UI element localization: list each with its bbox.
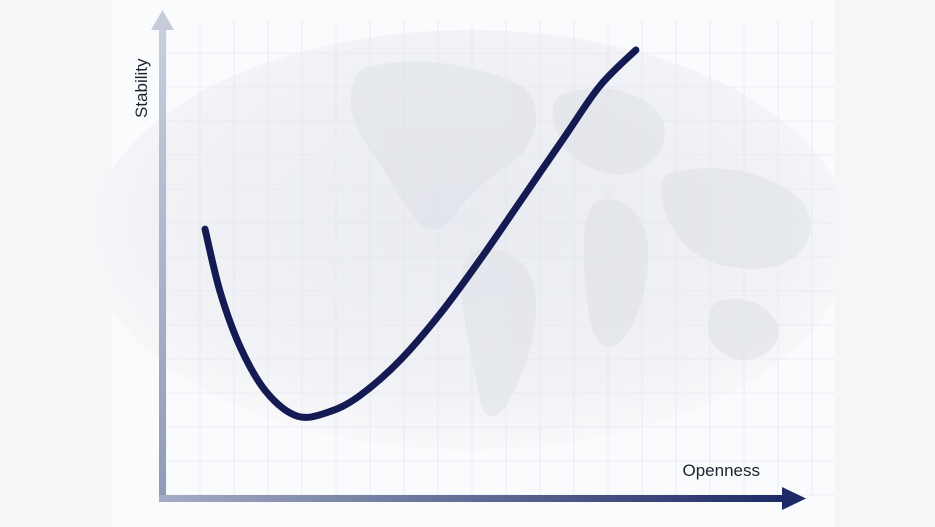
y-axis [159, 28, 166, 502]
series-line [201, 46, 640, 421]
right-margin [835, 0, 935, 527]
y-axis-label: Stability [132, 58, 151, 118]
x-axis [159, 495, 785, 502]
y-axis-arrowhead [151, 10, 174, 30]
x-axis-arrowhead [782, 487, 806, 510]
x-axis-label: Openness [683, 461, 761, 480]
